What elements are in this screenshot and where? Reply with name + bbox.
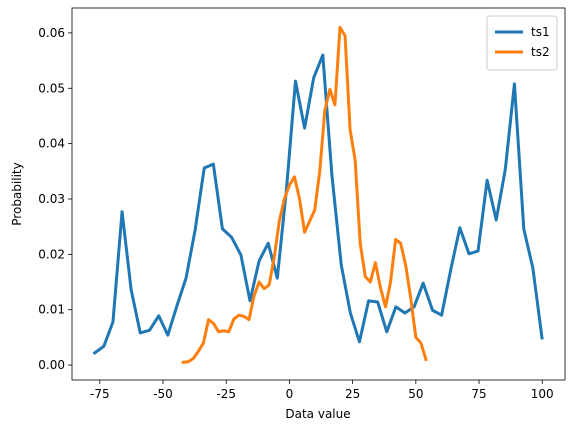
x-tick-label: -75: [90, 387, 110, 401]
x-axis-label: Data value: [285, 407, 350, 421]
x-tick-label: 75: [471, 387, 486, 401]
y-tick-label: 0.04: [38, 137, 65, 151]
x-tick-label: 50: [408, 387, 423, 401]
y-tick-label: 0.01: [38, 303, 65, 317]
y-tick-label: 0.02: [38, 247, 65, 261]
y-tick-label: 0.05: [38, 81, 65, 95]
x-tick-label: 0: [286, 387, 294, 401]
y-tick-label: 0.00: [38, 358, 65, 372]
x-tick-label: -25: [216, 387, 236, 401]
y-axis-label: Probability: [10, 162, 24, 225]
legend-box: [486, 15, 558, 71]
x-tick-label: 25: [345, 387, 360, 401]
x-tick-label: 100: [531, 387, 554, 401]
line-series: [92, 53, 544, 355]
plot-frame: [71, 7, 566, 381]
y-tick-label: 0.03: [38, 192, 65, 206]
y-tick-label: 0.06: [38, 26, 65, 40]
legend-label: ts2: [531, 45, 550, 59]
x-tick-label: -50: [153, 387, 173, 401]
line-series: [181, 25, 428, 364]
legend-label: ts1: [531, 25, 550, 39]
